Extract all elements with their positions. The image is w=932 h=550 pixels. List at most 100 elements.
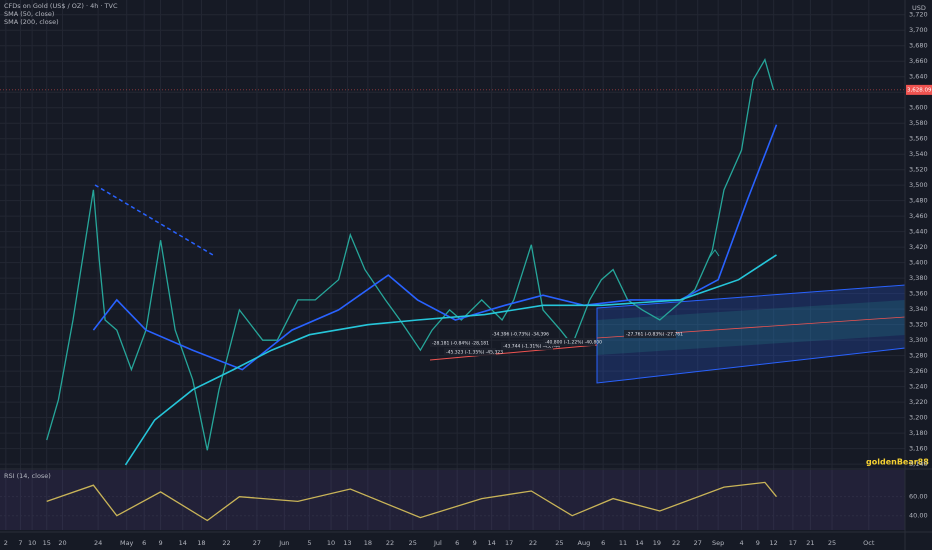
y-tick-label: 3,160	[909, 445, 928, 453]
y-tick-label: 3,700	[909, 26, 928, 34]
measure-label: -40.800 (-1.22%) -40,800	[545, 340, 602, 346]
y-tick-label: 3,440	[909, 228, 928, 236]
x-tick-label: 12	[769, 539, 777, 547]
y-tick-label: 3,600	[909, 104, 928, 112]
series-line	[124, 254, 777, 466]
x-tick-label: Sep	[712, 539, 724, 547]
x-tick-label: 27	[253, 539, 261, 547]
measure-box	[430, 339, 482, 347]
x-tick-label: Aug	[578, 539, 591, 547]
legend-entry: SMA (50, close)	[4, 10, 54, 18]
x-tick-label: 22	[529, 539, 537, 547]
measure-box	[490, 330, 542, 338]
y-tick-label: 3,500	[909, 181, 928, 189]
x-tick-label: 5	[307, 539, 311, 547]
last-price-label: 3,628.09	[907, 87, 932, 93]
x-tick-label: 15	[43, 539, 51, 547]
x-tick-label: Jul	[433, 539, 442, 547]
x-tick-label: 18	[364, 539, 372, 547]
rsi-band	[0, 470, 905, 530]
x-tick-label: 17	[505, 539, 513, 547]
y-tick-label: 3,580	[909, 119, 928, 127]
y-tick-label: 3,360	[909, 290, 928, 298]
y-tick-label: 3,280	[909, 352, 928, 360]
legend-entry: SMA (200, close)	[4, 18, 59, 26]
x-tick-label: 21	[806, 539, 814, 547]
x-tick-label: 4	[739, 539, 743, 547]
grid	[0, 0, 905, 530]
chart-title: CFDs on Gold (US$ / OZ) · 4h · TVC	[4, 2, 118, 10]
rsi-title: RSI (14, close)	[4, 472, 51, 480]
x-tick-label: 11	[619, 539, 627, 547]
x-tick-label: 6	[455, 539, 459, 547]
measure-label: -45.323 (-1.35%) -45,323	[446, 350, 503, 356]
measure-box	[444, 348, 496, 356]
y-tick-label: 60.00	[909, 493, 928, 501]
y-tick-label: 40.00	[909, 512, 928, 520]
x-tick-label: 27	[694, 539, 702, 547]
measure-label: -34.396 (-0.73%) -34,396	[492, 332, 549, 338]
x-tick-label: 22	[222, 539, 230, 547]
y-tick-label: 3,660	[909, 57, 928, 65]
x-tick-label: 14	[487, 539, 495, 547]
x-tick-label: 6	[142, 539, 146, 547]
support-line	[429, 344, 598, 361]
x-tick-label: 10	[28, 539, 36, 547]
y-tick-label: 3,680	[909, 42, 928, 50]
y-tick-label: 3,720	[909, 11, 928, 19]
arrow	[708, 249, 720, 259]
currency: USD	[912, 4, 926, 12]
x-tick-label: 2	[4, 539, 8, 547]
x-tick-label: 25	[828, 539, 836, 547]
measure-box	[624, 330, 676, 338]
y-tick-label: 3,260	[909, 367, 928, 375]
y-tick-label: 3,540	[909, 150, 928, 158]
y-tick-label: 3,340	[909, 305, 928, 313]
x-tick-label: 19	[653, 539, 661, 547]
x-tick-label: 22	[386, 539, 394, 547]
series-line	[92, 124, 778, 371]
x-tick-label: 22	[672, 539, 680, 547]
y-tick-label: 3,140	[909, 460, 928, 468]
y-tick-label: 3,220	[909, 398, 928, 406]
x-tick-label: 9	[756, 539, 760, 547]
y-tick-label: 3,200	[909, 414, 928, 422]
y-tick-label: 3,320	[909, 321, 928, 329]
x-tick-label: 20	[58, 539, 66, 547]
y-tick-label: 3,180	[909, 429, 928, 437]
y-tick-label: 3,460	[909, 212, 928, 220]
measure-label: -43.744 (-1.31%) -43,744	[503, 344, 560, 350]
measure-box	[543, 338, 595, 346]
x-tick-label: 18	[197, 539, 205, 547]
x-tick-label: Jun	[278, 539, 289, 547]
x-tick-label: 14	[179, 539, 187, 547]
x-tick-label: 7	[18, 539, 22, 547]
x-tick-label: Oct	[863, 539, 875, 547]
x-tick-label: 14	[635, 539, 643, 547]
y-tick-label: 3,520	[909, 166, 928, 174]
y-tick-label: 3,240	[909, 383, 928, 391]
x-tick-label: 17	[789, 539, 797, 547]
series-line	[46, 481, 778, 522]
measure-label: -27.761 (-0.83%) -27,761	[626, 332, 683, 338]
y-tick-label: 3,380	[909, 274, 928, 282]
x-tick-label: 9	[158, 539, 162, 547]
y-tick-label: 3,480	[909, 197, 928, 205]
x-tick-label: 10	[327, 539, 335, 547]
x-tick-label: 9	[473, 539, 477, 547]
y-tick-label: 3,400	[909, 259, 928, 267]
y-tick-label: 3,640	[909, 73, 928, 81]
x-tick-label: 25	[555, 539, 563, 547]
x-tick-label: 13	[343, 539, 351, 547]
x-tick-label: 25	[409, 539, 417, 547]
x-tick-label: 24	[94, 539, 102, 547]
y-tick-label: 3,420	[909, 243, 928, 251]
last-price-box	[906, 84, 932, 95]
watermark: goldenBear88	[866, 458, 929, 467]
measure-box	[501, 342, 553, 350]
trend-line	[94, 184, 214, 256]
y-tick-label: 3,560	[909, 135, 928, 143]
x-tick-label: 6	[601, 539, 605, 547]
